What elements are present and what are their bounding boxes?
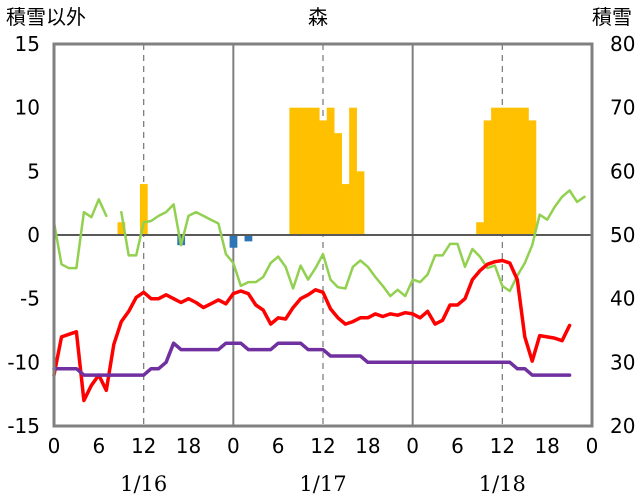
x-tick-label: 0 — [227, 434, 240, 458]
left-tick-label: 15 — [15, 32, 40, 56]
x-tick-label: 12 — [310, 434, 335, 458]
series-line — [52, 258, 572, 403]
bar — [476, 222, 484, 235]
x-tick-label: 0 — [48, 434, 61, 458]
bar — [326, 107, 335, 235]
chart-title: 森 — [308, 5, 328, 29]
line-series — [52, 189, 586, 403]
right-tick-label: 20 — [610, 414, 635, 438]
x-tick-label: 18 — [176, 434, 201, 458]
x-tick-label: 18 — [355, 434, 380, 458]
x-tick-label: 12 — [490, 434, 515, 458]
bar — [513, 107, 522, 235]
right-tick-label: 80 — [610, 32, 635, 56]
right-tick-label: 70 — [610, 96, 635, 120]
left-tick-label: -10 — [7, 350, 40, 374]
bar — [229, 235, 238, 248]
bar — [521, 107, 529, 235]
x-tick-label: 6 — [451, 434, 464, 458]
right-tick-label: 60 — [610, 159, 635, 183]
date-label: 1/16 — [120, 472, 167, 496]
date-label: 1/17 — [299, 472, 346, 496]
bar — [244, 235, 253, 242]
right-tick-label: 30 — [610, 350, 635, 374]
series-line — [52, 198, 108, 270]
bar — [498, 107, 507, 235]
bar — [528, 120, 537, 235]
bar — [117, 222, 126, 235]
bar-series — [117, 107, 537, 248]
bar — [483, 120, 492, 235]
series-line — [120, 189, 586, 298]
bar — [349, 107, 357, 235]
bar — [139, 184, 148, 235]
x-tick-label: 0 — [406, 434, 419, 458]
bar — [334, 133, 342, 235]
x-tick-label: 18 — [534, 434, 559, 458]
left-tick-label: 10 — [15, 96, 40, 120]
left-axis-label: 積雪以外 — [6, 5, 86, 29]
bar — [296, 107, 305, 235]
bar — [289, 107, 298, 235]
right-tick-label: 50 — [610, 223, 635, 247]
right-tick-label: 40 — [610, 287, 635, 311]
series-line — [52, 341, 572, 377]
bar — [341, 184, 350, 235]
left-tick-label: 0 — [27, 223, 40, 247]
bar — [506, 107, 514, 235]
left-tick-label: 5 — [27, 159, 40, 183]
bar — [356, 171, 365, 235]
bar — [311, 107, 320, 235]
left-tick-label: -5 — [20, 287, 40, 311]
left-tick-label: -15 — [7, 414, 40, 438]
date-label: 1/18 — [479, 472, 526, 496]
x-tick-label: 6 — [272, 434, 285, 458]
x-tick-label: 12 — [131, 434, 156, 458]
bar — [319, 120, 328, 235]
plot-frame — [52, 42, 594, 428]
bar — [491, 107, 499, 235]
x-tick-label: 0 — [586, 434, 599, 458]
bar — [304, 107, 313, 235]
right-axis-label: 積雪 — [592, 5, 632, 29]
x-tick-label: 6 — [92, 434, 105, 458]
